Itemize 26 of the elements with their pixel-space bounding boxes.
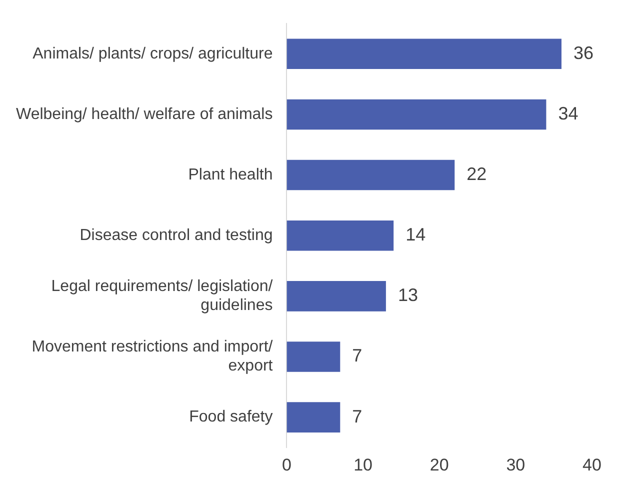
data-label: 7 (352, 346, 362, 366)
bar (286, 402, 340, 432)
y-tick-label: Legal requirements/ legislation/ guidelines (51, 278, 274, 314)
x-tick-label: 30 (506, 455, 526, 474)
x-tick-label: 10 (354, 455, 373, 474)
bar (286, 38, 562, 70)
x-tick-label: 0 (282, 455, 292, 474)
bar (286, 220, 394, 251)
data-label: 14 (406, 224, 426, 245)
data-label: 34 (558, 103, 578, 124)
bar (286, 281, 386, 312)
x-tick-label: 40 (582, 455, 602, 474)
y-tick-label: Movement restrictions and import/ export (32, 338, 274, 375)
y-tick-label: Animals/ plants/ crops/ agriculture (32, 45, 273, 62)
y-tick-label: Food safety (189, 408, 273, 426)
bar (286, 160, 455, 190)
data-label: 36 (573, 42, 594, 63)
y-tick-label: Welbeing/ health/ welfare of animals (16, 106, 273, 123)
bar (286, 99, 546, 130)
y-tick-label: Disease control and testing (80, 227, 273, 244)
x-tick-label: 20 (430, 455, 449, 474)
y-tick-label: Plant health (188, 166, 273, 184)
bar (286, 342, 340, 372)
data-label: 7 (352, 406, 362, 426)
data-label: 13 (398, 285, 418, 306)
data-label: 22 (466, 164, 487, 184)
